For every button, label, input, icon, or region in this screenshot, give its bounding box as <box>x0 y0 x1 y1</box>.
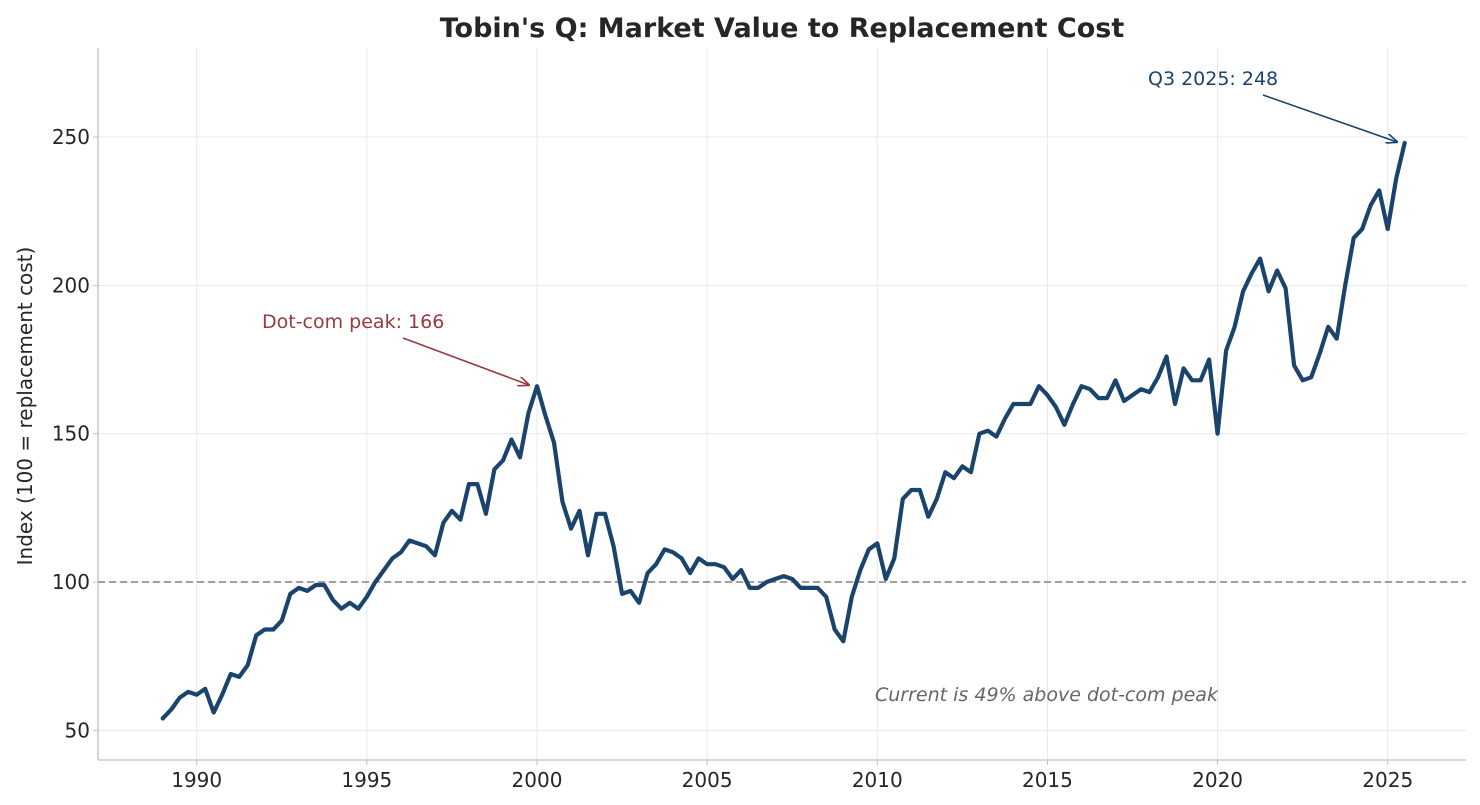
dot-com-peak-annotation: Dot-com peak: 166 <box>262 311 444 333</box>
chart-title: Tobin's Q: Market Value to Replacement C… <box>440 13 1125 44</box>
y-axis-ticks: 50 100 150 200 250 <box>52 125 98 742</box>
x-gridlines <box>196 48 1389 760</box>
x-tick-label: 2015 <box>1022 768 1073 792</box>
y-tick-label: 250 <box>52 125 90 149</box>
x-tick-label: 2010 <box>852 768 903 792</box>
x-tick-label: 2005 <box>682 768 733 792</box>
y-tick-label: 150 <box>52 422 90 446</box>
current-value-annotation: Q3 2025: 248 <box>1148 68 1278 90</box>
x-tick-label: 2000 <box>512 768 563 792</box>
x-tick-label: 1995 <box>341 768 392 792</box>
y-axis-label: Index (100 = replacement cost) <box>13 247 37 566</box>
y-tick-label: 100 <box>52 570 90 594</box>
current-value-arrow <box>1262 94 1397 142</box>
x-tick-label: 1990 <box>171 768 222 792</box>
x-tick-label: 2020 <box>1192 768 1243 792</box>
dot-com-peak-arrow <box>402 337 529 385</box>
y-tick-label: 200 <box>52 273 90 297</box>
x-axis-ticks: 1990 1995 2000 2005 2010 2015 2020 2025 <box>171 760 1413 792</box>
y-gridlines <box>98 136 1466 731</box>
tobins-q-series-line <box>160 140 1407 721</box>
x-tick-label: 2025 <box>1362 768 1413 792</box>
comparison-note: Current is 49% above dot-com peak <box>875 684 1219 706</box>
y-tick-label: 50 <box>65 718 90 742</box>
